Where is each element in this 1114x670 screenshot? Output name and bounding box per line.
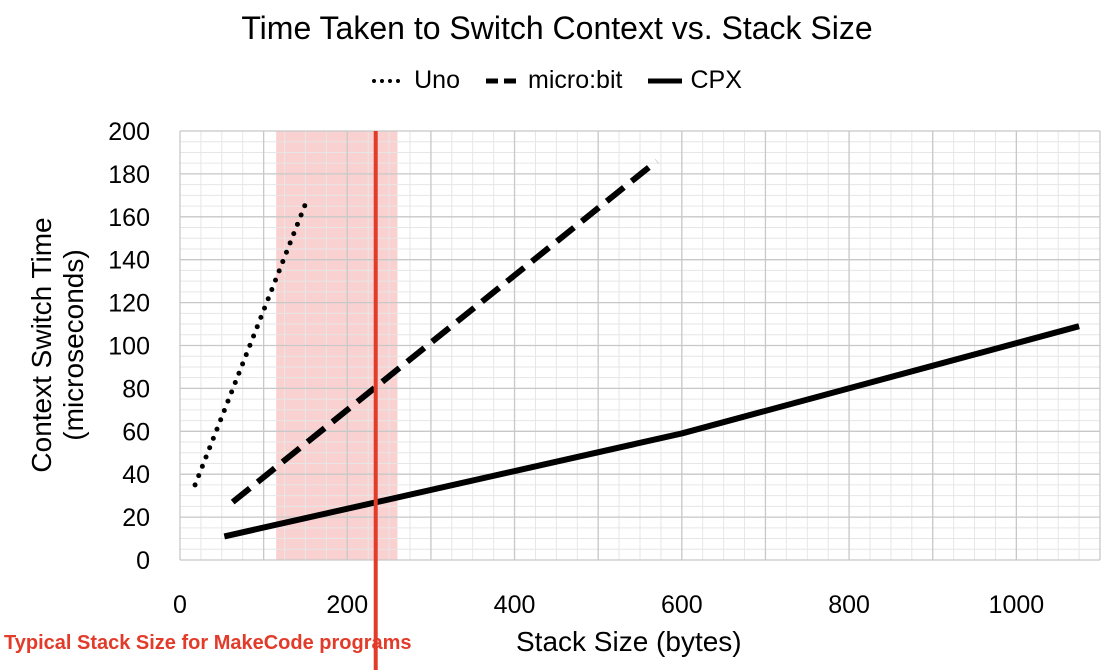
legend-label-uno: Uno [414,66,460,94]
legend-label-microbit: micro:bit [528,66,623,94]
y-tick-label: 160 [108,204,150,232]
legend-label-cpx: CPX [690,66,742,94]
y-tick-label: 40 [122,461,150,489]
y-tick-label: 60 [122,418,150,446]
x-tick-label: 400 [494,591,536,619]
y-tick-label: 100 [108,333,150,361]
legend-item-cpx: CPX [648,66,742,95]
x-tick-label: 600 [661,591,703,619]
legend-item-uno: Uno [372,66,460,95]
x-tick-label: 800 [828,591,870,619]
y-tick-label: 80 [122,375,150,403]
y-tick-label: 20 [122,504,150,532]
legend-swatch-dotted [372,78,407,83]
y-tick-label: 0 [136,547,150,575]
x-tick-label: 200 [326,591,368,619]
legend-swatch-solid [648,78,683,83]
legend: Uno micro:bit CPX [0,66,1114,95]
x-tick-label: 0 [173,591,187,619]
legend-swatch-dashed [486,78,520,83]
series-line-uno [192,201,308,488]
y-tick-label: 200 [108,118,150,146]
y-tick-label: 180 [108,161,150,189]
series-line-microbit [230,158,659,505]
x-axis-label: Stack Size (bytes) [516,626,742,657]
x-tick-label: 1000 [989,591,1045,619]
y-axis-label: Context Switch Time (microseconds) [26,217,90,472]
y-tick-label: 120 [108,290,150,318]
annotation-text: Typical Stack Size for MakeCode programs [4,632,412,654]
chart-title: Time Taken to Switch Context vs. Stack S… [241,10,873,46]
y-tick-label: 140 [108,247,150,275]
y-axis-label-line2: (microseconds) [58,249,89,441]
y-axis-label-line1: Context Switch Time [26,217,57,473]
legend-item-microbit: micro:bit [486,66,622,95]
